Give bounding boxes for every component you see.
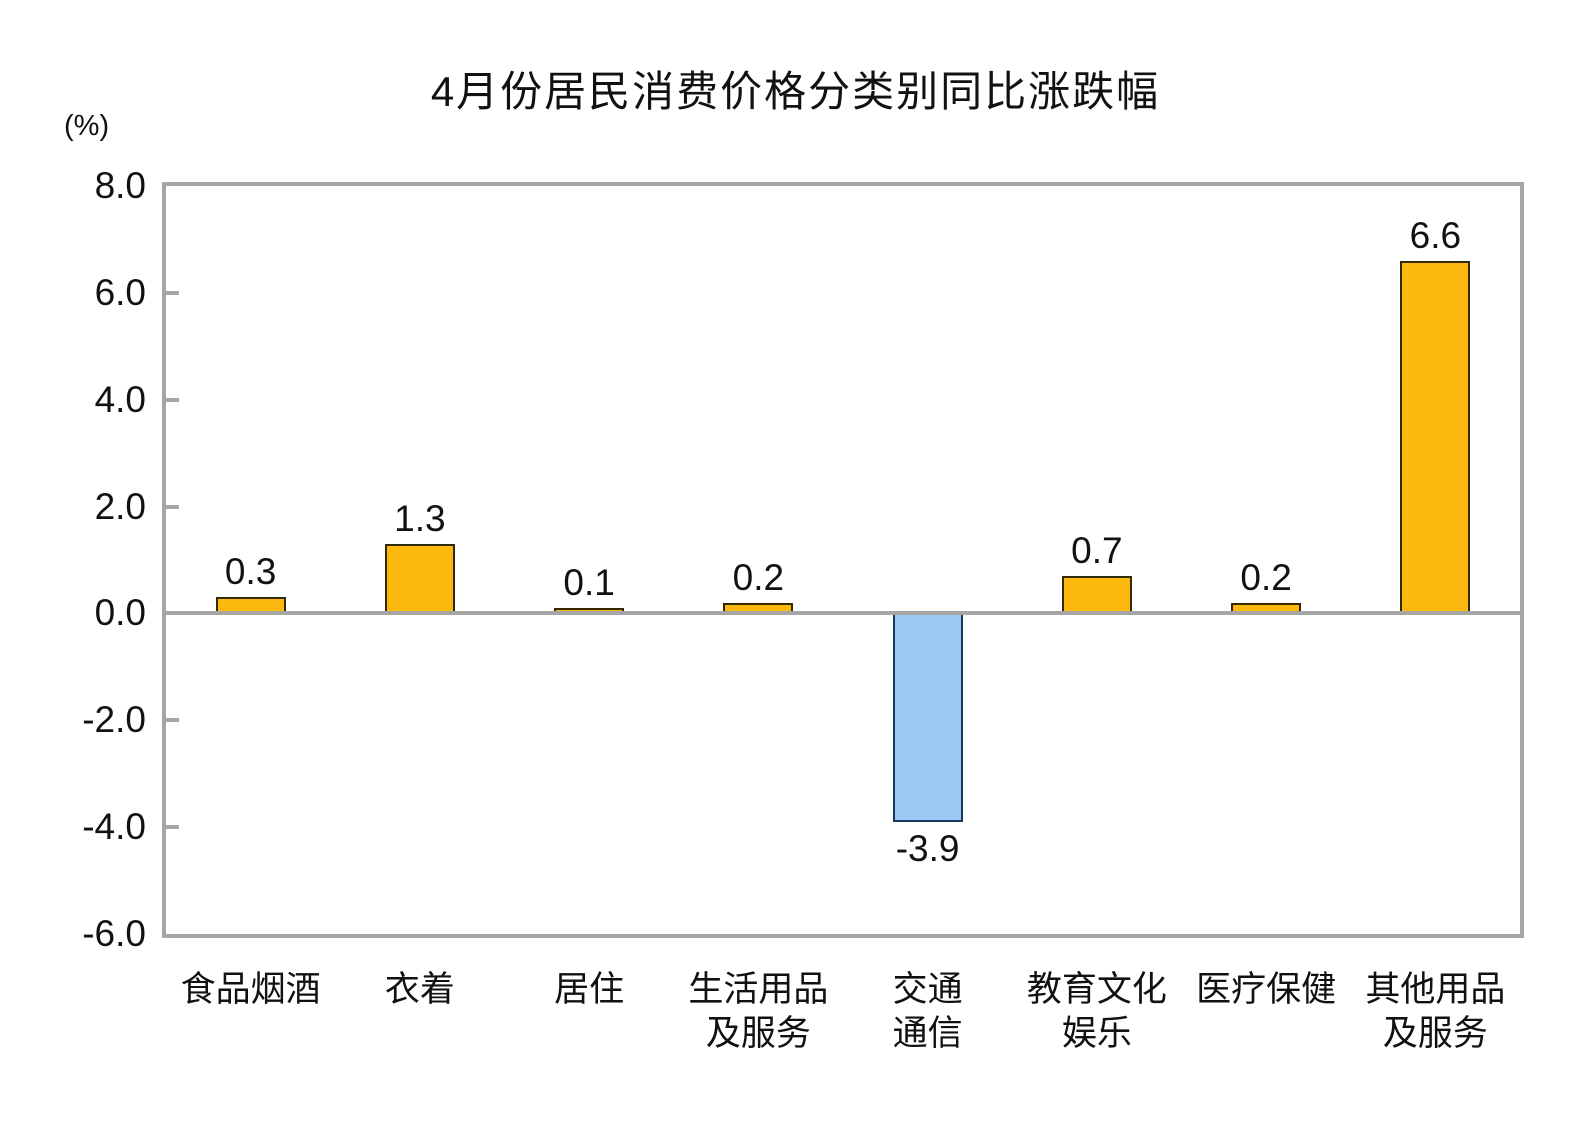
x-axis-label: 其他用品 及服务 (1340, 968, 1530, 1056)
x-axis-label-line: 教育文化 (1026, 970, 1167, 1009)
y-axis-unit-label: (%) (64, 110, 110, 142)
x-axis-label-line: 交通 (892, 970, 963, 1009)
x-axis-label: 居住 (494, 968, 684, 1012)
bar-value-label: 0.2 (1240, 556, 1292, 598)
x-axis-label-line: 娱乐 (1061, 1014, 1132, 1053)
x-axis-label-line: 及服务 (1382, 1014, 1488, 1053)
y-tick-mark (166, 504, 179, 509)
x-axis-label-line: 其他用品 (1365, 970, 1506, 1009)
y-tick-mark (166, 397, 179, 402)
x-axis-label: 生活用品 及服务 (663, 968, 853, 1056)
bar-value-label: 1.3 (394, 497, 446, 539)
bar (892, 613, 963, 822)
y-tick-mark (166, 825, 179, 830)
x-axis-label-line: 及服务 (705, 1014, 811, 1053)
y-tick-label: -4.0 (82, 806, 146, 848)
y-tick-mark (166, 290, 179, 295)
bar-value-label: 0.2 (732, 556, 785, 598)
x-axis-label: 衣着 (325, 968, 515, 1012)
bar-value-label: -3.9 (895, 827, 960, 869)
x-axis-label: 食品烟酒 (156, 968, 346, 1012)
bar-value-label: 0.3 (224, 551, 277, 593)
x-axis-label: 教育文化 娱乐 (1002, 968, 1192, 1056)
y-tick-label: 4.0 (94, 378, 146, 420)
y-tick-label: 8.0 (94, 165, 146, 206)
y-tick-mark (166, 718, 179, 723)
y-tick-label: 2.0 (94, 485, 146, 527)
x-axis-label-line: 通信 (892, 1014, 963, 1053)
bar-value-label: 6.6 (1409, 214, 1462, 256)
y-tick-label: 6.0 (94, 271, 146, 313)
bar (384, 543, 455, 614)
x-axis-label: 医疗保健 (1171, 968, 1361, 1012)
bar-value-label: 0.1 (563, 562, 615, 604)
x-axis-label-line: 生活用品 (688, 970, 829, 1009)
x-axis-label-line: 医疗保健 (1196, 970, 1337, 1009)
x-axis-label-line: 衣着 (384, 970, 455, 1009)
x-axis-label: 交通 通信 (833, 968, 1023, 1056)
bar (1400, 260, 1471, 614)
y-tick-label: -6.0 (82, 913, 146, 954)
bar (1061, 576, 1132, 614)
x-axis-label-line: 食品烟酒 (180, 970, 321, 1009)
x-axis-label-line: 居住 (554, 970, 625, 1009)
y-tick-label: -2.0 (82, 699, 146, 741)
y-tick-label: 0.0 (94, 592, 146, 634)
bar-value-label: 0.7 (1071, 530, 1123, 572)
chart-title: 4月份居民消费价格分类别同比涨跌幅 (430, 68, 1161, 115)
zero-axis-line (166, 611, 1520, 616)
